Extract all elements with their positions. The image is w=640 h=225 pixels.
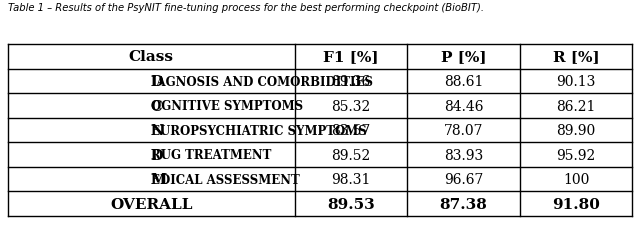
Text: 78.07: 78.07 xyxy=(444,124,483,137)
Text: OVERALL: OVERALL xyxy=(110,197,193,211)
Text: R [%]: R [%] xyxy=(553,50,600,64)
Text: D: D xyxy=(150,148,163,162)
Text: 90.13: 90.13 xyxy=(556,75,596,89)
Text: OGNITIVE SYMPTOMS: OGNITIVE SYMPTOMS xyxy=(151,100,303,112)
Text: 83.93: 83.93 xyxy=(444,148,483,162)
Text: 85.32: 85.32 xyxy=(332,99,371,113)
Text: EDICAL ASSESSMENT: EDICAL ASSESSMENT xyxy=(151,173,300,186)
Text: 88.61: 88.61 xyxy=(444,75,483,89)
Text: F1 [%]: F1 [%] xyxy=(323,50,379,64)
Text: 89.90: 89.90 xyxy=(556,124,596,137)
Text: RUG TREATMENT: RUG TREATMENT xyxy=(151,148,272,161)
Text: 95.92: 95.92 xyxy=(556,148,596,162)
Text: IAGNOSIS AND COMORBIDITIES: IAGNOSIS AND COMORBIDITIES xyxy=(151,75,373,88)
Text: 89.53: 89.53 xyxy=(327,197,375,211)
Text: 98.31: 98.31 xyxy=(332,172,371,186)
Text: C: C xyxy=(150,99,162,113)
Text: Class: Class xyxy=(129,50,174,64)
Text: D: D xyxy=(150,75,163,89)
Text: 83.57: 83.57 xyxy=(332,124,371,137)
Text: 91.80: 91.80 xyxy=(552,197,600,211)
Text: 89.52: 89.52 xyxy=(332,148,371,162)
Text: Table 1 – Results of the PsyNIT fine-tuning process for the best performing chec: Table 1 – Results of the PsyNIT fine-tun… xyxy=(8,3,484,13)
Text: 100: 100 xyxy=(563,172,589,186)
Text: 96.67: 96.67 xyxy=(444,172,483,186)
Text: N: N xyxy=(150,124,164,137)
Text: P [%]: P [%] xyxy=(441,50,486,64)
Text: 86.21: 86.21 xyxy=(556,99,596,113)
Text: 84.46: 84.46 xyxy=(444,99,483,113)
Text: 89.36: 89.36 xyxy=(332,75,371,89)
Text: M: M xyxy=(150,172,166,186)
Text: EUROPSYCHIATRIC SYMPTOMS: EUROPSYCHIATRIC SYMPTOMS xyxy=(151,124,367,137)
Text: 87.38: 87.38 xyxy=(440,197,488,211)
